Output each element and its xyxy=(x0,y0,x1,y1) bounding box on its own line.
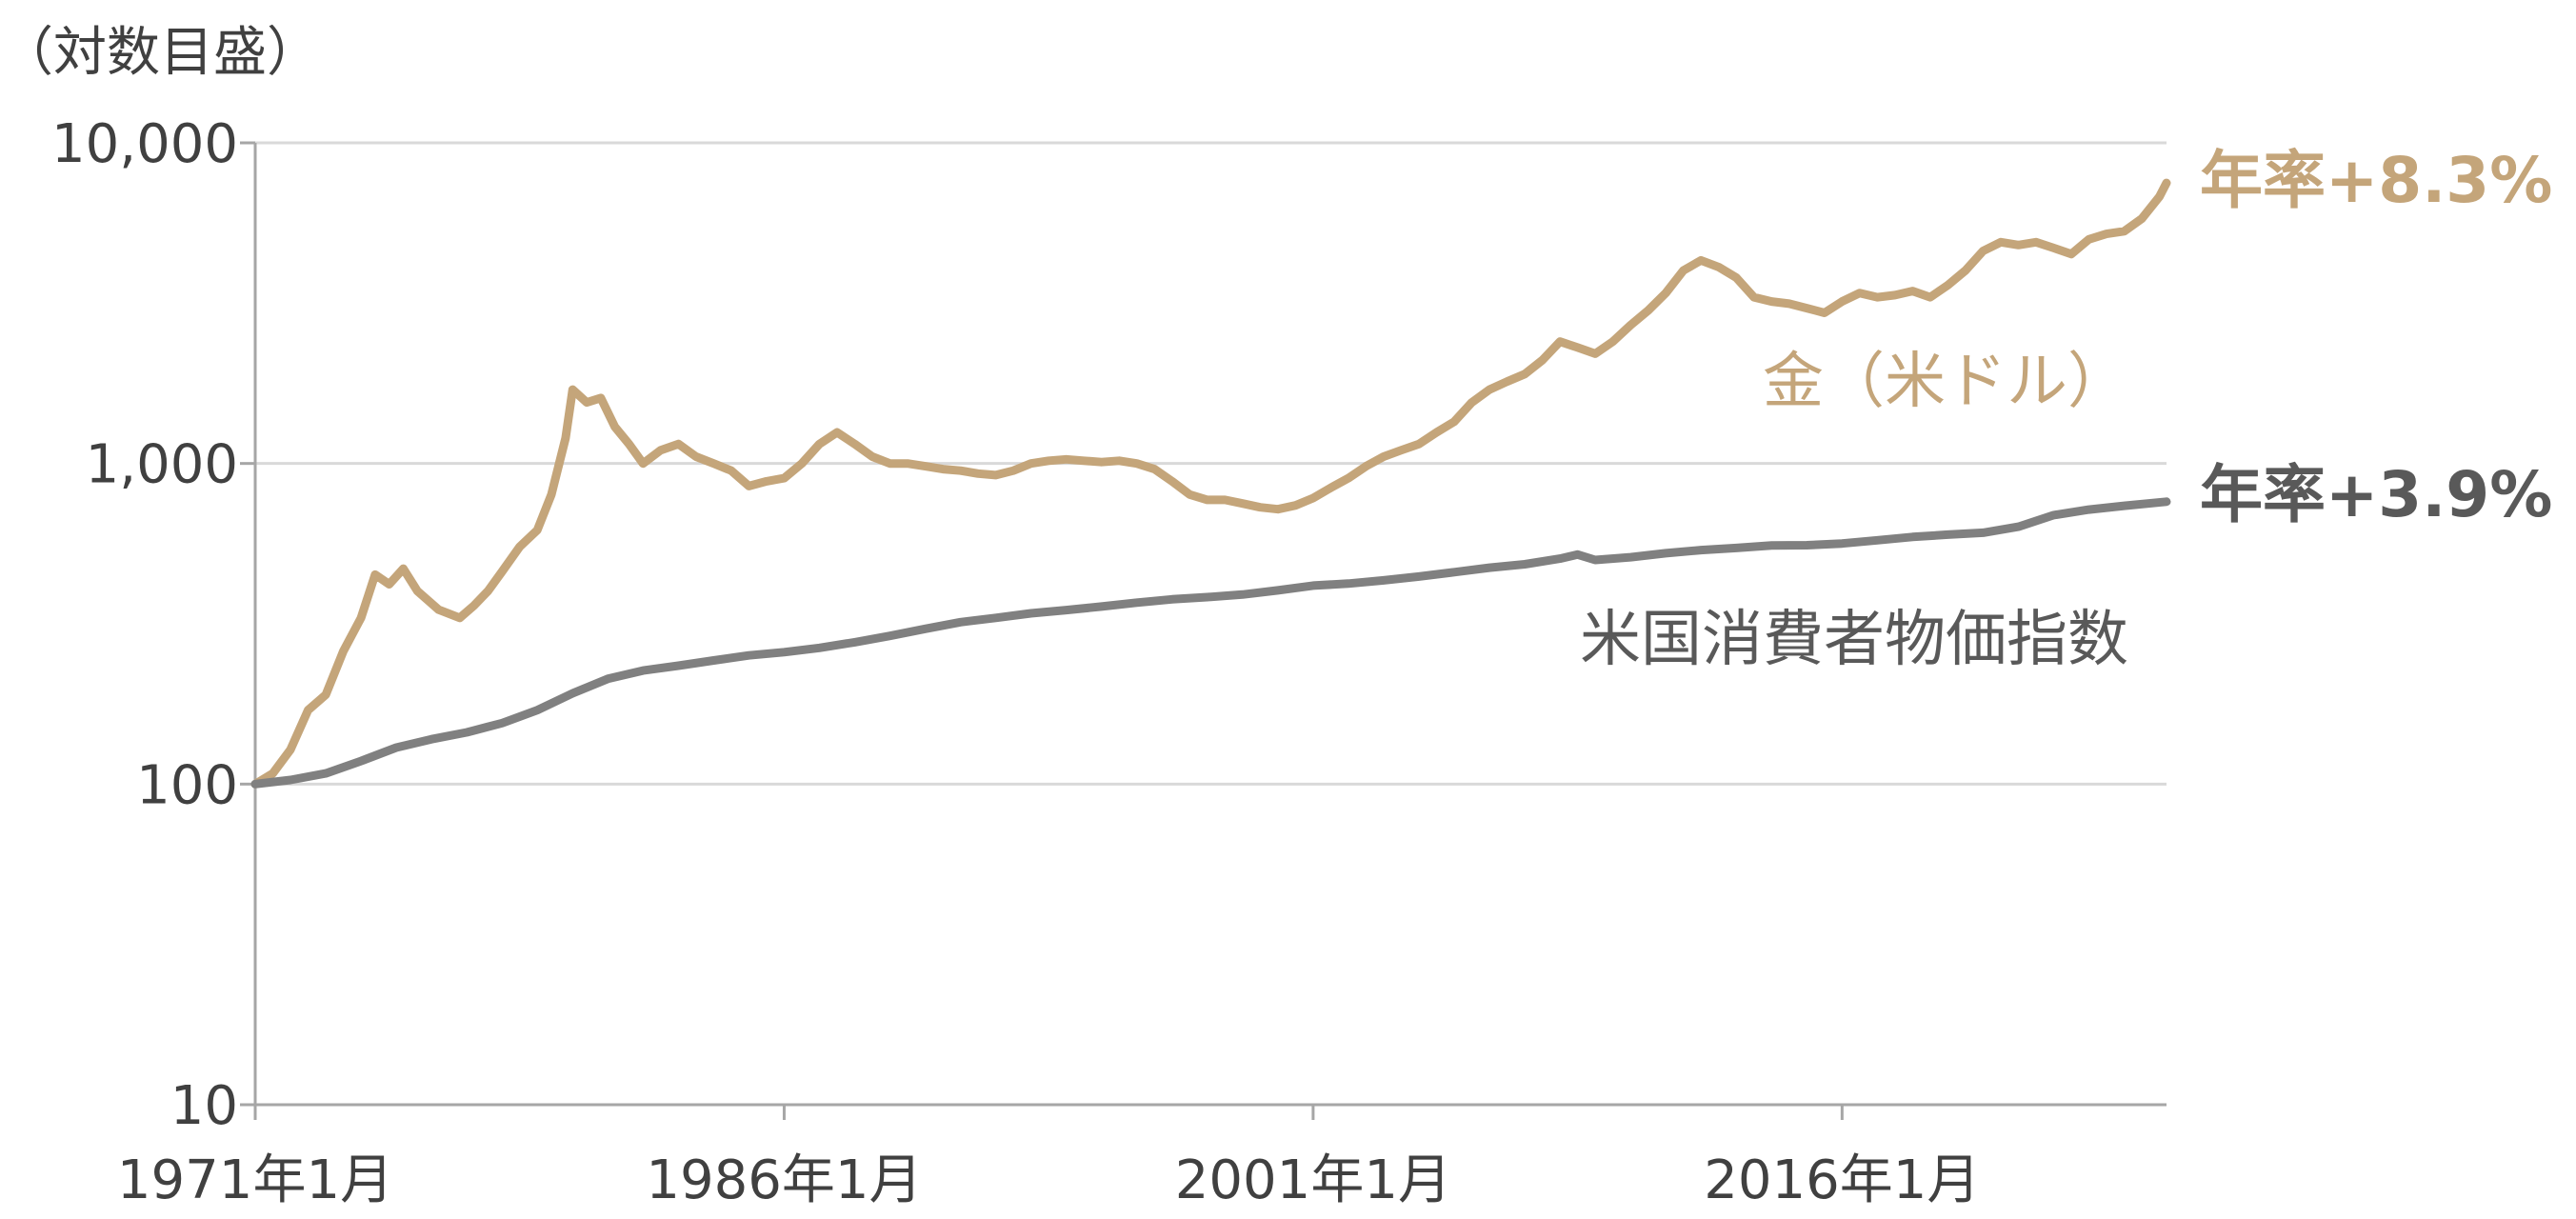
x-tick-label: 1971年1月 xyxy=(117,1149,393,1211)
series-line-cpi xyxy=(250,497,2171,789)
y-axis-unit-note: （対数目盛） xyxy=(0,22,320,84)
series-line-gold xyxy=(250,178,2171,789)
y-tick-label: 1,000 xyxy=(86,434,238,496)
x-tick-label: 2016年1月 xyxy=(1704,1149,1980,1211)
series-labels: 金（米ドル） 年率+8.3% 米国消費者物価指数 年率+3.9% xyxy=(1580,144,2552,675)
x-tick-label: 2001年1月 xyxy=(1175,1149,1451,1211)
rate-label-cpi: 年率+3.9% xyxy=(2200,458,2552,531)
series-label-gold: 金（米ドル） xyxy=(1763,347,2128,417)
x-tick-labels: 1971年1月 1986年1月 2001年1月 2016年1月 xyxy=(117,1149,1980,1211)
x-tick-label: 1986年1月 xyxy=(646,1149,922,1211)
y-tick-label: 100 xyxy=(136,754,238,816)
grid-lines xyxy=(255,141,2167,786)
y-tick-label: 10,000 xyxy=(51,113,238,175)
series-label-cpi: 米国消費者物価指数 xyxy=(1580,605,2128,675)
rate-label-gold: 年率+8.3% xyxy=(2200,144,2552,217)
series-lines xyxy=(250,178,2171,789)
axes xyxy=(240,141,2167,1120)
y-tick-label: 10 xyxy=(170,1075,238,1137)
y-tick-labels: 10,000 1,000 100 10 xyxy=(51,113,238,1137)
